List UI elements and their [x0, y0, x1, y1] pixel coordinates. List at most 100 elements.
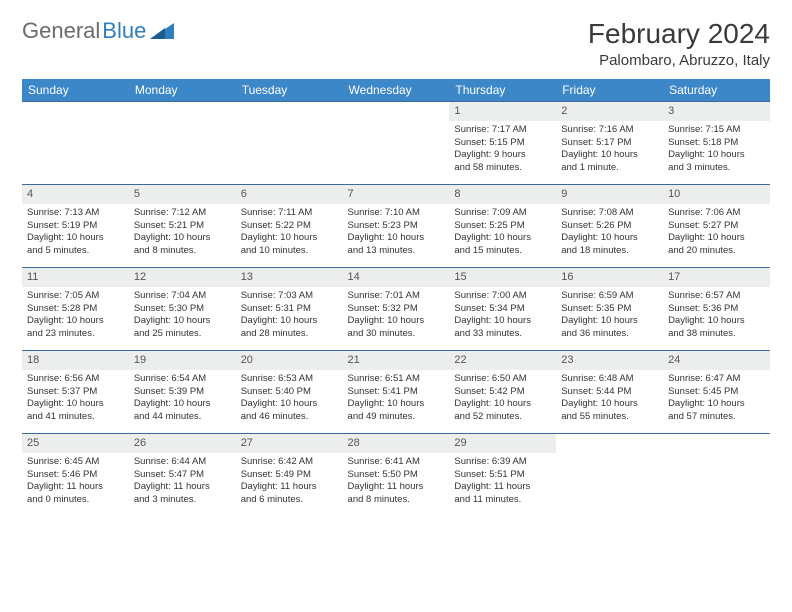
sunset-text: Sunset: 5:19 PM — [27, 220, 124, 233]
day-data: Sunrise: 7:03 AMSunset: 5:31 PMDaylight:… — [236, 289, 343, 345]
sunset-text: Sunset: 5:44 PM — [561, 386, 658, 399]
day-data: Sunrise: 7:16 AMSunset: 5:17 PMDaylight:… — [556, 123, 663, 179]
day-data: Sunrise: 6:41 AMSunset: 5:50 PMDaylight:… — [343, 455, 450, 511]
daylight-text: and 30 minutes. — [348, 328, 445, 341]
daylight-text: Daylight: 11 hours — [241, 481, 338, 494]
day-cell: 1Sunrise: 7:17 AMSunset: 5:15 PMDaylight… — [449, 102, 556, 185]
day-data: Sunrise: 6:53 AMSunset: 5:40 PMDaylight:… — [236, 372, 343, 428]
calendar-table: Sunday Monday Tuesday Wednesday Thursday… — [22, 79, 770, 516]
day-data: Sunrise: 7:10 AMSunset: 5:23 PMDaylight:… — [343, 206, 450, 262]
day-number: 4 — [22, 185, 129, 204]
day-number: 20 — [236, 351, 343, 370]
day-data: Sunrise: 7:04 AMSunset: 5:30 PMDaylight:… — [129, 289, 236, 345]
day-number: 7 — [343, 185, 450, 204]
daylight-text: Daylight: 10 hours — [561, 398, 658, 411]
day-header-monday: Monday — [129, 79, 236, 102]
day-cell: 27 Sunrise: 6:42 AMSunset: 5:49 PMDayligh… — [236, 434, 343, 517]
day-number: 1 — [449, 102, 556, 121]
sunset-text: Sunset: 5:23 PM — [348, 220, 445, 233]
sunrise-text: Sunrise: 6:48 AM — [561, 373, 658, 386]
week-row: 11Sunrise: 7:05 AMSunset: 5:28 PMDayligh… — [22, 268, 770, 351]
daylight-text: Daylight: 10 hours — [134, 315, 231, 328]
logo-text-general: General — [22, 18, 100, 44]
sunset-text: Sunset: 5:28 PM — [27, 303, 124, 316]
sunset-text: Sunset: 5:30 PM — [134, 303, 231, 316]
day-data: Sunrise: 6:42 AMSunset: 5:49 PMDaylight:… — [236, 455, 343, 511]
page-header: GeneralBlue February 2024 Palombaro, Abr… — [22, 18, 770, 69]
day-data: Sunrise: 7:08 AMSunset: 5:26 PMDaylight:… — [556, 206, 663, 262]
daylight-text: and 25 minutes. — [134, 328, 231, 341]
day-header-saturday: Saturday — [663, 79, 770, 102]
sunset-text: Sunset: 5:32 PM — [348, 303, 445, 316]
daylight-text: and 11 minutes. — [454, 494, 551, 507]
day-header-tuesday: Tuesday — [236, 79, 343, 102]
daylight-text: and 8 minutes. — [134, 245, 231, 258]
day-data: Sunrise: 7:15 AMSunset: 5:18 PMDaylight:… — [663, 123, 770, 179]
day-number: 25 — [22, 434, 129, 453]
sunrise-text: Sunrise: 7:08 AM — [561, 207, 658, 220]
daylight-text: Daylight: 10 hours — [241, 398, 338, 411]
day-data: Sunrise: 6:44 AMSunset: 5:47 PMDaylight:… — [129, 455, 236, 511]
day-number: 16 — [556, 268, 663, 287]
day-number: 9 — [556, 185, 663, 204]
sunrise-text: Sunrise: 7:11 AM — [241, 207, 338, 220]
sunrise-text: Sunrise: 7:00 AM — [454, 290, 551, 303]
day-data: Sunrise: 6:51 AMSunset: 5:41 PMDaylight:… — [343, 372, 450, 428]
day-cell: 25 Sunrise: 6:45 AMSunset: 5:46 PMDayligh… — [22, 434, 129, 517]
day-data: Sunrise: 6:57 AMSunset: 5:36 PMDaylight:… — [663, 289, 770, 345]
day-data: Sunrise: 7:00 AMSunset: 5:34 PMDaylight:… — [449, 289, 556, 345]
day-cell: 15Sunrise: 7:00 AMSunset: 5:34 PMDayligh… — [449, 268, 556, 351]
day-number: 5 — [129, 185, 236, 204]
daylight-text: and 23 minutes. — [27, 328, 124, 341]
daylight-text: Daylight: 10 hours — [241, 232, 338, 245]
sunrise-text: Sunrise: 6:47 AM — [668, 373, 765, 386]
day-number: 14 — [343, 268, 450, 287]
daylight-text: and 5 minutes. — [27, 245, 124, 258]
day-header-row: Sunday Monday Tuesday Wednesday Thursday… — [22, 79, 770, 102]
day-cell: 28Sunrise: 6:41 AMSunset: 5:50 PMDayligh… — [343, 434, 450, 517]
day-number: 21 — [343, 351, 450, 370]
day-number: 24 — [663, 351, 770, 370]
sunset-text: Sunset: 5:26 PM — [561, 220, 658, 233]
daylight-text: Daylight: 10 hours — [241, 315, 338, 328]
daylight-text: Daylight: 10 hours — [561, 315, 658, 328]
daylight-text: Daylight: 11 hours — [27, 481, 124, 494]
day-number: 27 — [236, 434, 343, 453]
sunrise-text: Sunrise: 7:06 AM — [668, 207, 765, 220]
day-header-wednesday: Wednesday — [343, 79, 450, 102]
daylight-text: and 3 minutes. — [134, 494, 231, 507]
sunrise-text: Sunrise: 6:42 AM — [241, 456, 338, 469]
sunrise-text: Sunrise: 7:03 AM — [241, 290, 338, 303]
day-data: Sunrise: 6:50 AMSunset: 5:42 PMDaylight:… — [449, 372, 556, 428]
day-number: 22 — [449, 351, 556, 370]
day-data: Sunrise: 6:45 AMSunset: 5:46 PMDaylight:… — [22, 455, 129, 511]
daylight-text: and 13 minutes. — [348, 245, 445, 258]
day-number: 10 — [663, 185, 770, 204]
logo: GeneralBlue — [22, 18, 174, 44]
day-cell — [129, 102, 236, 185]
day-number — [663, 434, 770, 453]
daylight-text: and 55 minutes. — [561, 411, 658, 424]
daylight-text: Daylight: 11 hours — [454, 481, 551, 494]
daylight-text: Daylight: 10 hours — [454, 232, 551, 245]
daylight-text: Daylight: 10 hours — [668, 149, 765, 162]
daylight-text: and 44 minutes. — [134, 411, 231, 424]
sunset-text: Sunset: 5:39 PM — [134, 386, 231, 399]
sunset-text: Sunset: 5:42 PM — [454, 386, 551, 399]
daylight-text: Daylight: 10 hours — [27, 315, 124, 328]
day-cell: 16Sunrise: 6:59 AMSunset: 5:35 PMDayligh… — [556, 268, 663, 351]
sunrise-text: Sunrise: 7:16 AM — [561, 124, 658, 137]
sunrise-text: Sunrise: 7:15 AM — [668, 124, 765, 137]
location-text: Palombaro, Abruzzo, Italy — [588, 52, 770, 69]
calendar-page: GeneralBlue February 2024 Palombaro, Abr… — [0, 0, 792, 534]
day-cell — [236, 102, 343, 185]
day-data: Sunrise: 7:01 AMSunset: 5:32 PMDaylight:… — [343, 289, 450, 345]
sunrise-text: Sunrise: 7:09 AM — [454, 207, 551, 220]
day-number: 2 — [556, 102, 663, 121]
daylight-text: and 52 minutes. — [454, 411, 551, 424]
sunset-text: Sunset: 5:40 PM — [241, 386, 338, 399]
daylight-text: and 38 minutes. — [668, 328, 765, 341]
day-number: 12 — [129, 268, 236, 287]
day-cell: 23Sunrise: 6:48 AMSunset: 5:44 PMDayligh… — [556, 351, 663, 434]
sunrise-text: Sunrise: 6:53 AM — [241, 373, 338, 386]
